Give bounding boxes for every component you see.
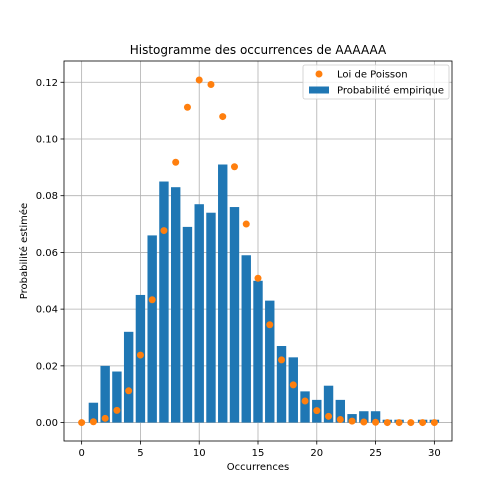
y-tick-label: 0.02 <box>36 361 58 372</box>
scatter-point <box>125 387 133 395</box>
bar <box>112 371 122 423</box>
scatter-point <box>278 356 286 364</box>
scatter-point <box>148 296 156 304</box>
x-tick-label: 0 <box>78 448 84 459</box>
legend-label-loi-de-poisson: Loi de Poisson <box>337 70 408 81</box>
bar <box>265 300 275 423</box>
y-axis-label: Probabilité estimée <box>18 203 30 299</box>
bar <box>206 212 216 423</box>
bar <box>276 346 287 423</box>
scatter-point <box>101 414 109 422</box>
scatter-point <box>348 417 356 425</box>
bar <box>194 204 204 423</box>
scatter-point <box>254 274 262 282</box>
bar <box>323 385 334 423</box>
scatter-point <box>289 381 297 389</box>
scatter-point <box>372 418 380 426</box>
bar <box>370 411 381 423</box>
x-tick-label: 10 <box>193 448 206 459</box>
x-axis-ticks: 0 5 10 15 20 25 30 <box>78 441 441 459</box>
bar <box>241 255 251 423</box>
y-tick-label: 0.06 <box>36 248 58 259</box>
y-tick-label: 0.08 <box>36 191 58 202</box>
scatter-point <box>89 418 97 426</box>
scatter-point <box>407 419 415 427</box>
x-tick-label: 15 <box>252 448 265 459</box>
x-tick-label: 25 <box>369 448 382 459</box>
bar <box>123 331 134 423</box>
bar <box>253 280 263 423</box>
scatter-point <box>313 407 321 415</box>
bar <box>135 294 146 423</box>
bar <box>300 391 310 423</box>
x-tick-label: 30 <box>428 448 441 459</box>
bar <box>229 207 240 423</box>
scatter-point <box>301 397 309 405</box>
scatter-point <box>430 419 438 427</box>
scatter-point <box>160 227 168 235</box>
scatter-point <box>325 412 333 420</box>
bar <box>147 235 157 423</box>
scatter-point <box>172 158 180 166</box>
scatter-point <box>360 418 368 426</box>
scatter-point <box>207 81 215 89</box>
legend-box <box>302 64 450 100</box>
scatter-point <box>336 415 344 423</box>
scatter-point <box>136 351 144 359</box>
y-axis-ticks: 0.00 0.02 0.04 0.06 0.08 0.10 0.12 <box>36 78 64 429</box>
y-tick-label: 0.10 <box>36 134 58 145</box>
scatter-point <box>183 103 191 111</box>
scatter-point <box>383 419 391 427</box>
x-tick-label: 5 <box>137 448 143 459</box>
scatter-point <box>419 419 427 427</box>
y-tick-label: 0.04 <box>36 305 58 316</box>
bar <box>170 187 181 423</box>
scatter-point <box>78 419 86 427</box>
x-axis-label: Occurrences <box>227 462 289 473</box>
scatter-point <box>195 76 203 84</box>
bar <box>100 365 110 423</box>
bar <box>88 402 99 423</box>
legend-label-probabilite-empirique: Probabilité empirique <box>337 85 444 97</box>
scatter-point <box>266 321 274 329</box>
y-tick-label: 0.12 <box>36 78 58 89</box>
bar <box>182 226 193 423</box>
scatter-series-loi-de-poisson <box>78 76 438 427</box>
scatter-point <box>113 406 121 414</box>
scatter-point <box>219 113 227 121</box>
legend: Loi de Poisson Probabilité empirique <box>302 64 450 100</box>
bar <box>335 399 346 423</box>
chart-title: Histogramme des occurrences de AAAAAA <box>130 43 387 57</box>
bar <box>359 411 369 423</box>
scatter-point <box>395 419 403 427</box>
legend-marker-probabilite-empirique <box>309 86 329 94</box>
bar <box>159 181 169 423</box>
x-tick-label: 20 <box>310 448 323 459</box>
scatter-point <box>242 220 250 228</box>
legend-marker-loi-de-poisson <box>315 70 323 78</box>
y-tick-label: 0.00 <box>36 418 58 429</box>
bar <box>218 164 228 423</box>
scatter-point <box>230 163 238 171</box>
bar <box>288 357 298 423</box>
